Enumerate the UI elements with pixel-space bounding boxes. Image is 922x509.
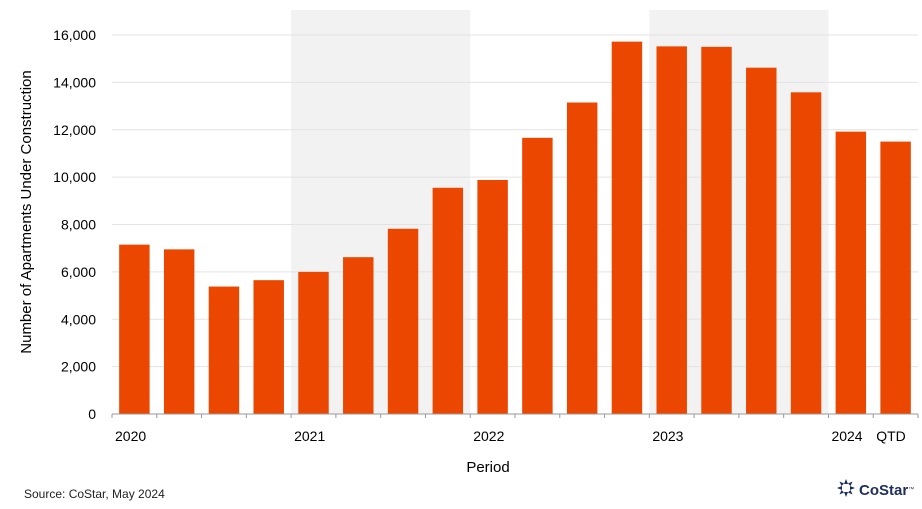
bar (253, 280, 284, 414)
costar-logo-mark: ™ (908, 487, 915, 493)
bar (522, 137, 553, 414)
bar (208, 286, 240, 414)
y-tick-label: 10,000 (53, 169, 96, 185)
bar (701, 46, 732, 414)
bar (163, 249, 195, 414)
bar (746, 67, 777, 414)
bar (790, 92, 822, 414)
y-tick-label: 8,000 (61, 217, 96, 233)
bar (835, 131, 867, 414)
costar-star-icon (836, 478, 859, 502)
bar (477, 179, 508, 414)
y-tick-labels: 0 2,000 4,000 6,000 8,000 10,000 12,000 14,000 1… (53, 27, 96, 422)
x-tick-label: 2021 (294, 428, 325, 444)
bar (343, 257, 374, 414)
y-tick-label: 16,000 (53, 27, 96, 43)
x-tick-label: 2024 (831, 428, 862, 444)
x-tick-labels: 2020 2021 2022 2023 2024 QTD (115, 428, 906, 444)
y-tick-label: 4,000 (61, 311, 96, 327)
bar (611, 41, 643, 414)
x-axis-title: Period (466, 459, 509, 476)
costar-logo: CoStar ™ (836, 478, 914, 502)
bar (880, 141, 911, 414)
bar (432, 187, 464, 414)
y-tick-label: 14,000 (53, 74, 96, 90)
y-tick-label: 2,000 (61, 359, 96, 375)
bar (656, 46, 687, 415)
bars (119, 41, 911, 415)
y-tick-label: 12,000 (53, 122, 96, 138)
bar (298, 271, 329, 414)
y-axis-title: Number of Apartments Under Construction (18, 70, 35, 353)
x-tick-label: 2023 (652, 428, 683, 444)
bar (387, 228, 419, 414)
bar (119, 244, 150, 414)
costar-logo-text: CoStar (859, 481, 909, 499)
gridlines (112, 34, 918, 368)
x-tick-label: 2022 (473, 428, 504, 444)
x-tick-label: QTD (876, 428, 906, 444)
bar (566, 102, 598, 415)
source-note: Source: CoStar, May 2024 (24, 487, 165, 501)
axes (111, 413, 919, 418)
y-tick-label: 6,000 (61, 264, 96, 280)
x-tick-label: 2020 (115, 428, 146, 444)
y-tick-label: 0 (88, 406, 96, 422)
